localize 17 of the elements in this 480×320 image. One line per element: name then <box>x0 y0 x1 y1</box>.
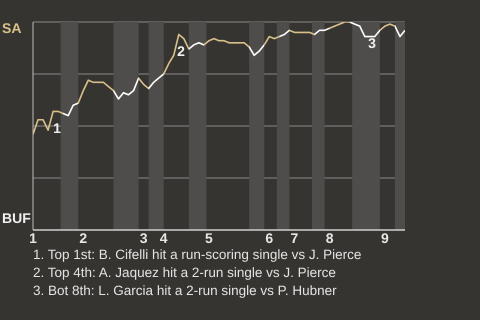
text: BUF <box>2 210 32 226</box>
annotation: 2 <box>177 43 186 59</box>
annotation: 3 <box>368 35 376 51</box>
text: 1. Top 1st: B. Cifelli hit a run-scoring single vs J. Pierce <box>33 246 362 264</box>
x-tick-label: 4 <box>160 230 168 246</box>
x-tick-label: 3 <box>140 230 148 246</box>
text: SA <box>2 20 22 36</box>
text: 3. Bot 8th: L. Garcia hit a 2-run single vs P. Hubner <box>33 282 338 300</box>
text: 2. Top 4th: A. Jaquez hit a 2-run single vs J. Pierce <box>33 264 337 282</box>
x-tick-label: 9 <box>380 230 389 246</box>
x-tick-label: 8 <box>326 230 334 246</box>
x-tick-label: 1 <box>29 230 38 246</box>
x-tick-label: 5 <box>205 230 214 246</box>
x-tick-label: 2 <box>79 230 88 246</box>
annotation: 1 <box>53 120 62 136</box>
x-tick-label: 7 <box>290 230 299 246</box>
x-tick-label: 6 <box>265 230 274 246</box>
